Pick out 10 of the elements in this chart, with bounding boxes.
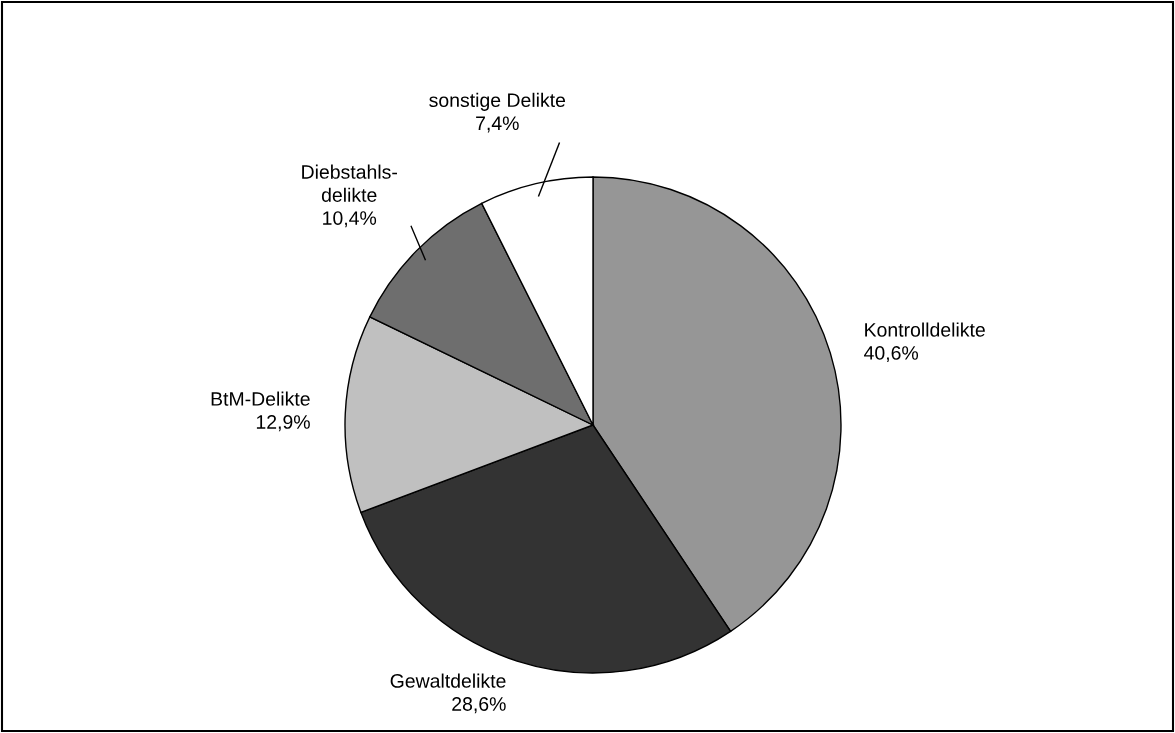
data-label: 40,6% <box>864 346 919 363</box>
slice-label: sonstige Delikte <box>429 92 566 111</box>
data-label: 7,4% <box>476 116 519 133</box>
slice-label: BtM-Delikte <box>211 391 310 406</box>
data-label: 10,4% <box>323 211 377 228</box>
slice-label: Diebstahls- delikte <box>302 164 397 202</box>
data-label: 28,6% <box>452 697 506 714</box>
data-label: 12,9% <box>256 415 310 432</box>
slice-label: Gewaltdelikte <box>390 673 506 688</box>
slice-label: Kontrolldelikte <box>865 322 985 337</box>
